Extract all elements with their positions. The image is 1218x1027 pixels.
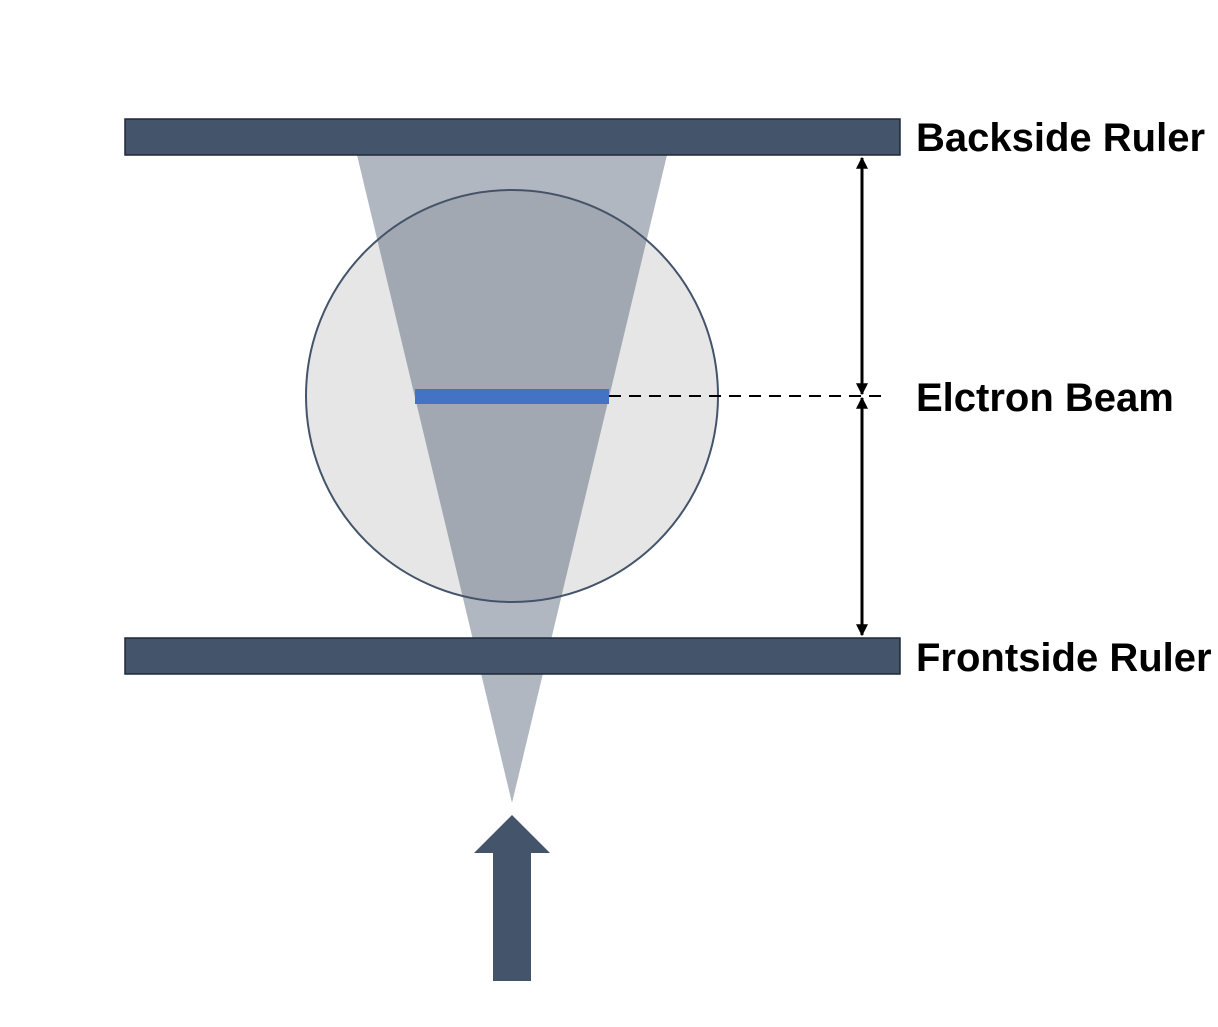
backside-ruler — [124, 118, 901, 156]
backside-ruler-label: Backside Ruler — [916, 116, 1205, 160]
incident-arrow-icon — [474, 815, 550, 981]
frontside-ruler-label: Frontside Ruler — [916, 636, 1212, 680]
electron-beam-label: Elctron Beam — [916, 376, 1174, 420]
beam-cone — [357, 155, 667, 803]
electron-beam-bar — [415, 389, 609, 404]
frontside-ruler — [124, 637, 901, 675]
